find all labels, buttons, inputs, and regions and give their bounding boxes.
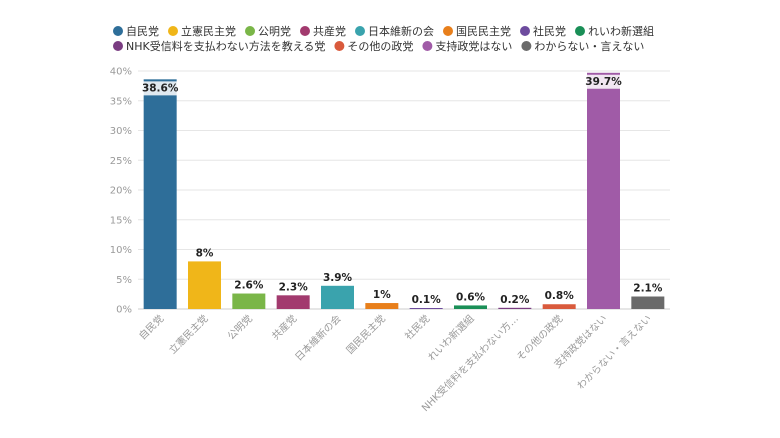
bar[interactable] <box>232 293 266 309</box>
y-tick-label: 5% <box>116 275 132 286</box>
legend-swatch <box>113 41 123 51</box>
legend-swatch <box>422 41 433 51</box>
legend-swatch <box>443 26 453 36</box>
value-label: 2.1% <box>633 283 663 295</box>
bar[interactable] <box>454 305 487 309</box>
legend-entry[interactable]: その他の政党 <box>347 39 413 53</box>
bar[interactable] <box>188 261 221 309</box>
bar[interactable] <box>276 295 310 309</box>
legend-entry[interactable]: 支持政党はない <box>435 39 512 53</box>
x-category-label: 社民党 <box>402 312 432 342</box>
legend-swatch <box>355 26 365 36</box>
value-label: 0.6% <box>456 291 486 303</box>
bar[interactable] <box>498 307 532 309</box>
value-label-background <box>139 81 181 96</box>
bar[interactable] <box>631 296 665 309</box>
y-axis: 0% 5% 10% 15% 20% 25% 30% 35% 40% <box>110 67 132 316</box>
value-label: 0.1% <box>412 294 442 306</box>
bar[interactable] <box>587 72 620 309</box>
gridlines <box>138 70 670 310</box>
legend-entry[interactable]: 立憲民主党 <box>181 24 236 38</box>
value-label: 3.9% <box>323 272 353 284</box>
y-tick-label: 10% <box>110 245 132 256</box>
x-category-label: 自民党 <box>136 312 166 342</box>
legend-swatch <box>520 26 530 36</box>
legend-entry[interactable]: れいわ新選組 <box>588 24 654 38</box>
legend-entry[interactable]: 社民党 <box>533 24 566 38</box>
legend-entry[interactable]: 国民民主党 <box>456 25 511 38</box>
legend-swatch <box>334 41 345 51</box>
legend-entry[interactable]: 公明党 <box>258 25 291 38</box>
bar[interactable] <box>542 304 576 309</box>
y-tick-label: 25% <box>110 156 132 167</box>
value-label: 2.6% <box>234 280 264 292</box>
x-category-label: 共産党 <box>269 312 299 342</box>
x-category-label: その他の政党 <box>514 312 566 364</box>
legend-entry[interactable]: わからない・言えない <box>534 40 644 53</box>
x-category-label: 公明党 <box>225 312 255 342</box>
bars <box>143 72 665 309</box>
value-label: 1% <box>373 289 391 301</box>
y-tick-label: 0% <box>116 305 132 316</box>
x-category-label: 国民民主党 <box>343 312 388 357</box>
value-label: 0.2% <box>500 294 530 306</box>
value-label: 2.3% <box>279 281 309 293</box>
y-tick-label: 20% <box>110 186 132 197</box>
legend-swatch <box>575 26 585 36</box>
legend-entry[interactable]: 共産党 <box>313 25 346 38</box>
legend-entry[interactable]: NHK受信料を支払わない方法を教える党 <box>126 39 325 53</box>
bar[interactable] <box>143 79 177 309</box>
x-category-label: れいわ新選組 <box>425 312 477 364</box>
legend-entry[interactable]: 日本維新の会 <box>368 24 434 38</box>
y-tick-label: 15% <box>110 215 132 226</box>
bar[interactable] <box>365 303 399 309</box>
legend: 自民党 立憲民主党 公明党 共産党 日本維新の会 国民民主党 社民党 れいわ新選組 NHK受信料… <box>113 24 654 53</box>
legend-swatch <box>168 26 178 36</box>
value-label: 8% <box>196 247 214 259</box>
value-label: 0.8% <box>545 290 575 302</box>
bar[interactable] <box>321 285 354 309</box>
legend-swatch <box>521 41 532 51</box>
value-label: 39.7% <box>585 76 622 88</box>
x-category-label: 立憲民主党 <box>166 312 211 357</box>
y-tick-label: 35% <box>110 96 132 107</box>
bar[interactable] <box>409 308 443 309</box>
legend-swatch <box>113 26 123 36</box>
legend-swatch <box>300 26 310 36</box>
value-label: 38.6% <box>142 82 179 94</box>
x-category-label: 日本維新の会 <box>292 312 344 364</box>
y-tick-label: 40% <box>110 67 132 78</box>
value-label-background <box>583 74 625 89</box>
legend-swatch <box>245 26 255 36</box>
y-tick-label: 30% <box>110 126 132 137</box>
x-category-label: わからない・言えない <box>574 312 654 392</box>
value-labels: 38.6% 8% 2.6% 2.3% 3.9% 1% 0.1% 0.6% 0.2% 0.8% 39.… <box>139 74 663 306</box>
legend-entry[interactable]: 自民党 <box>126 25 159 38</box>
